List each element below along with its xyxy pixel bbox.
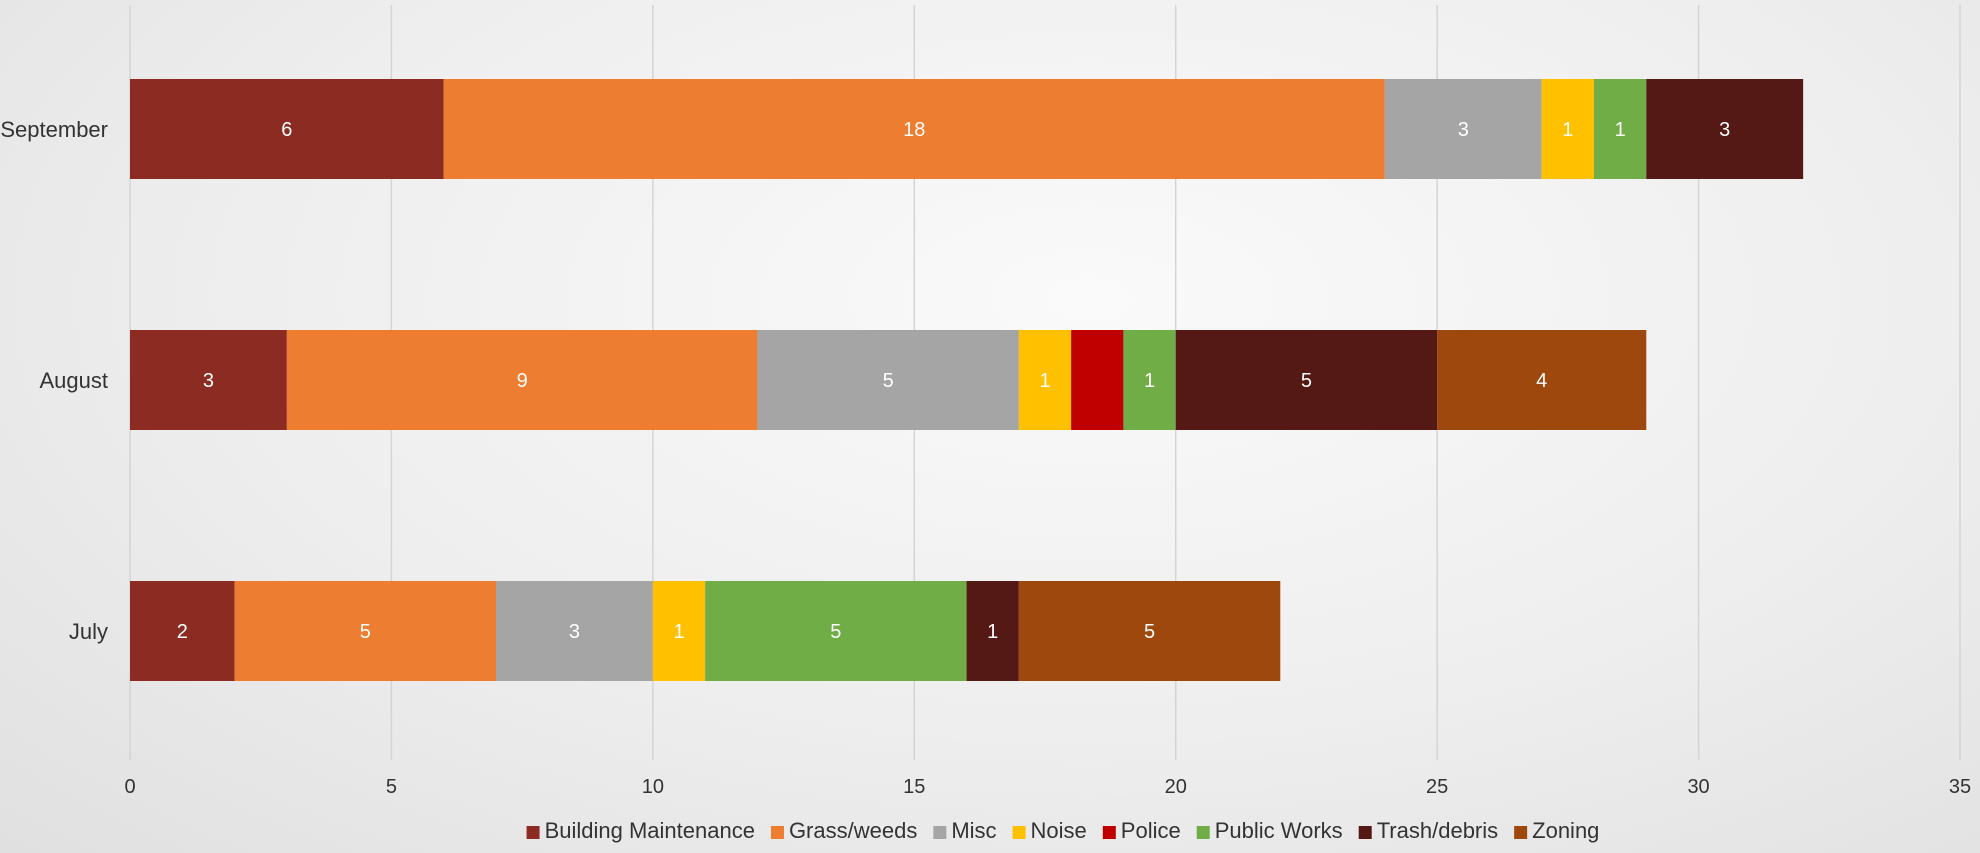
bar-july-grass-weeds (234, 581, 497, 681)
legend-label-grass-weeds: Grass/weeds (789, 818, 917, 843)
bar-august-noise (1018, 330, 1072, 430)
category-label-august: August (40, 368, 109, 393)
legend-swatch-public-works (1196, 826, 1210, 839)
bar-july-noise (652, 581, 706, 681)
bar-september-grass-weeds (443, 79, 1385, 179)
x-tick-label-5: 5 (386, 776, 397, 798)
data-label-july-grass-weeds: 5 (360, 621, 371, 643)
legend-item-police: Police (1102, 818, 1181, 843)
x-tick-label-35: 35 (1949, 776, 1971, 798)
legend-item-trash-debris: Trash/debris (1358, 818, 1498, 843)
legend-label-building-maintenance: Building Maintenance (545, 818, 755, 843)
bar-august-trash-debris (1175, 330, 1438, 430)
data-label-august-grass-weeds: 9 (517, 370, 528, 392)
data-label-august-building-maintenance: 3 (203, 370, 214, 392)
data-label-september-trash-debris: 3 (1719, 119, 1730, 141)
bar-september-misc (1384, 79, 1542, 179)
data-label-september-building-maintenance: 6 (281, 119, 292, 141)
legend-swatch-building-maintenance (526, 826, 540, 839)
legend-swatch-noise (1012, 826, 1026, 839)
data-label-september-grass-weeds: 18 (903, 119, 925, 141)
legend-label-misc: Misc (951, 818, 996, 843)
bar-august-misc (757, 330, 1019, 430)
bar-july-public-works (705, 581, 967, 681)
x-tick-label-25: 25 (1426, 776, 1448, 798)
legend-item-zoning: Zoning (1514, 818, 1599, 843)
data-label-august-noise: 1 (1039, 370, 1050, 392)
bars (130, 79, 1804, 681)
legend-label-public-works: Public Works (1215, 818, 1343, 843)
legend-swatch-grass-weeds (770, 826, 784, 839)
legend-label-noise: Noise (1031, 818, 1087, 843)
bar-july-zoning (1018, 581, 1281, 681)
data-label-july-misc: 3 (569, 621, 580, 643)
legend-label-police: Police (1121, 818, 1181, 843)
bar-august-police (1071, 330, 1124, 430)
data-label-july-noise: 1 (673, 621, 684, 643)
value-axis: 0 5 10 15 20 25 30 35 (124, 776, 1971, 798)
data-label-september-noise: 1 (1562, 119, 1573, 141)
x-tick-label-15: 15 (903, 776, 925, 798)
category-label-september: September (0, 117, 108, 142)
legend-swatch-misc (933, 826, 947, 839)
legend-item-misc: Misc (933, 818, 997, 843)
legend-item-noise: Noise (1012, 818, 1087, 843)
legend-item-public-works: Public Works (1196, 818, 1343, 843)
bar-july-trash-debris (966, 581, 1019, 681)
data-label-august-zoning: 4 (1536, 370, 1547, 392)
bar-september-noise (1541, 79, 1594, 179)
legend-swatch-trash-debris (1358, 826, 1372, 839)
legend-label-trash-debris: Trash/debris (1377, 818, 1498, 843)
data-label-july-zoning: 5 (1144, 621, 1155, 643)
legend-swatch-zoning (1514, 826, 1528, 839)
bar-july-misc (496, 581, 653, 681)
legend-item-building-maintenance: Building Maintenance (526, 818, 755, 843)
category-axis: September August July (0, 117, 108, 644)
data-label-september-misc: 3 (1458, 119, 1469, 141)
x-tick-label-20: 20 (1165, 776, 1187, 798)
bar-july-building-maintenance (130, 581, 235, 681)
legend-swatch-police (1102, 826, 1116, 839)
bar-august-zoning (1437, 330, 1647, 430)
x-tick-label-30: 30 (1687, 776, 1709, 798)
bar-september-public-works (1594, 79, 1647, 179)
data-label-august-misc: 5 (883, 370, 894, 392)
data-label-july-building-maintenance: 2 (177, 621, 188, 643)
legend: Building Maintenance Grass/weeds Misc Noise… (526, 818, 1599, 843)
bar-september-building-maintenance (130, 79, 444, 179)
bar-august-building-maintenance (130, 330, 287, 430)
data-label-july-public-works: 5 (830, 621, 841, 643)
bar-august-public-works (1123, 330, 1176, 430)
category-label-july: July (69, 619, 108, 644)
data-labels: 6 18 3 1 1 3 3 9 5 1 1 5 4 2 5 3 1 5 1 5 (177, 119, 1731, 643)
bar-august-grass-weeds (286, 330, 758, 430)
data-label-july-trash-debris: 1 (987, 621, 998, 643)
legend-item-grass-weeds: Grass/weeds (770, 818, 917, 843)
data-label-august-public-works: 1 (1144, 370, 1155, 392)
data-label-september-public-works: 1 (1615, 119, 1626, 141)
x-tick-label-0: 0 (124, 776, 135, 798)
x-tick-label-10: 10 (642, 776, 664, 798)
data-label-august-trash-debris: 5 (1301, 370, 1312, 392)
legend-label-zoning: Zoning (1532, 818, 1599, 843)
bar-september-trash-debris (1646, 79, 1804, 179)
